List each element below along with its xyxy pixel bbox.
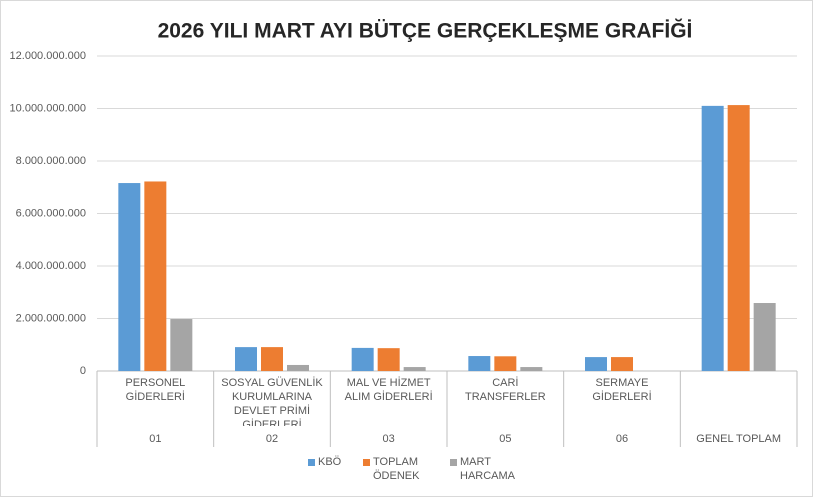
bar — [170, 319, 193, 371]
y-tick-label: 4.000.000.000 — [16, 260, 86, 272]
legend-swatch — [450, 459, 457, 466]
y-tick-label: 8.000.000.000 — [16, 155, 86, 167]
x-tick-label: SOSYAL GÜVENLİK KURUMLARINA DEVLET PRİMİ… — [221, 377, 323, 426]
bar — [468, 356, 491, 371]
legend-label-box: TOPLAM ÖDENEK — [373, 456, 420, 482]
x-tick-label-box: SERMAYE GİDERLERİ — [592, 377, 652, 403]
legend-label-box: MART HARCAMA — [460, 456, 516, 482]
x-tick-label-box: SOSYAL GÜVENLİK KURUMLARINA DEVLET PRİMİ… — [221, 377, 323, 426]
x-tick-label: PERSONEL GİDERLERİ — [125, 377, 186, 403]
bar — [494, 356, 517, 371]
bar — [753, 303, 776, 371]
bar — [261, 347, 283, 371]
x-tick-label: CARİ TRANSFERLER — [464, 377, 546, 403]
legend-label: KBÖ — [318, 456, 342, 468]
legend-label: MART HARCAMA — [460, 456, 516, 482]
x-tick-label-box: CARİ TRANSFERLER — [464, 377, 546, 403]
legend-label: TOPLAM ÖDENEK — [373, 456, 420, 482]
bar — [144, 181, 167, 371]
x-tick-label: MAL VE HİZMET ALIM GİDERLERİ — [344, 377, 433, 403]
bar — [377, 348, 400, 371]
x-group-label: 06 — [616, 433, 628, 445]
y-tick-label: 2.000.000.000 — [16, 312, 86, 324]
legend-swatch — [363, 459, 370, 466]
y-tick-label: 12.000.000.000 — [10, 50, 86, 62]
y-tick-label: 10.000.000.000 — [10, 102, 86, 114]
chart-title: 2026 YILI MART AYI BÜTÇE GERÇEKLEŞME GRA… — [158, 19, 693, 43]
x-group-label: GENEL TOPLAM — [696, 433, 781, 445]
bar — [701, 105, 724, 371]
x-group-label: 01 — [149, 433, 161, 445]
bar — [611, 357, 633, 371]
x-group-label: 03 — [383, 433, 395, 445]
x-tick-label-box: MAL VE HİZMET ALIM GİDERLERİ — [344, 377, 433, 403]
x-group-label: 05 — [499, 433, 511, 445]
legend-swatch — [308, 459, 315, 466]
y-tick-label: 6.000.000.000 — [16, 207, 86, 219]
bar — [118, 183, 141, 371]
bar — [403, 367, 426, 371]
bar — [520, 367, 543, 371]
y-tick-label: 0 — [80, 365, 86, 377]
bar — [351, 347, 374, 371]
x-tick-label: SERMAYE GİDERLERİ — [592, 377, 652, 403]
x-tick-label-box: PERSONEL GİDERLERİ — [125, 377, 186, 403]
bar — [727, 105, 750, 372]
x-group-label: 02 — [266, 433, 278, 445]
bar — [287, 364, 309, 371]
bar — [585, 357, 607, 371]
bar — [235, 347, 257, 371]
legend-label-box: KBÖ — [318, 456, 342, 468]
